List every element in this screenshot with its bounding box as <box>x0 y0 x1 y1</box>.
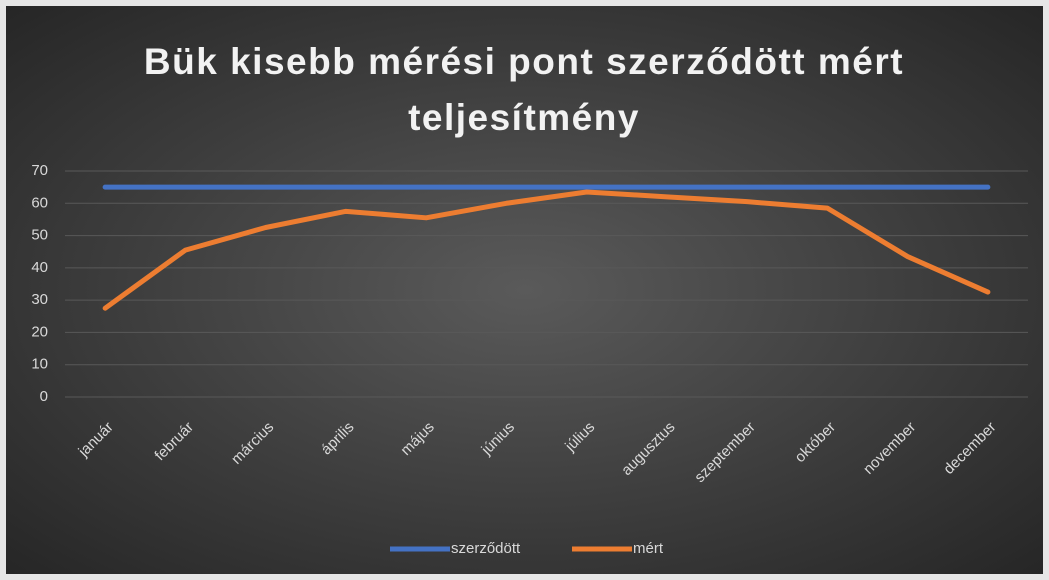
x-tick-label: február <box>151 419 197 465</box>
x-tick-label: december <box>940 419 999 478</box>
x-tick-label: július <box>561 419 598 456</box>
y-tick-label: 20 <box>31 323 48 340</box>
x-tick-label: március <box>228 419 277 468</box>
chart: 0 10 20 30 40 50 60 70 január február március ápril… <box>31 162 1028 557</box>
legend-label: mért <box>633 540 664 557</box>
x-tick-label: június <box>478 419 518 459</box>
x-tick-label: szeptember <box>691 419 758 486</box>
y-tick-label: 0 <box>40 388 48 405</box>
y-tick-label: 10 <box>31 356 48 373</box>
x-tick-label: november <box>860 419 919 478</box>
chart-title: Bük kisebb mérési pont szerződött mért t… <box>143 41 905 138</box>
y-tick-label: 60 <box>31 194 48 211</box>
y-tick-label: 40 <box>31 259 48 276</box>
x-tick-label: május <box>397 419 437 459</box>
y-tick-label: 50 <box>31 227 48 244</box>
y-tick-label: 30 <box>31 291 48 308</box>
x-tick-label: január <box>75 419 117 461</box>
x-tick-label: április <box>318 419 358 459</box>
legend-label: szerződött <box>451 540 521 557</box>
x-tick-label: augusztus <box>618 419 678 479</box>
x-tick-label: október <box>792 419 839 466</box>
line-series <box>102 189 991 311</box>
y-tick-label: 70 <box>31 162 48 179</box>
chart-area: Bük kisebb mérési pont szerződött mért t… <box>6 6 1043 574</box>
